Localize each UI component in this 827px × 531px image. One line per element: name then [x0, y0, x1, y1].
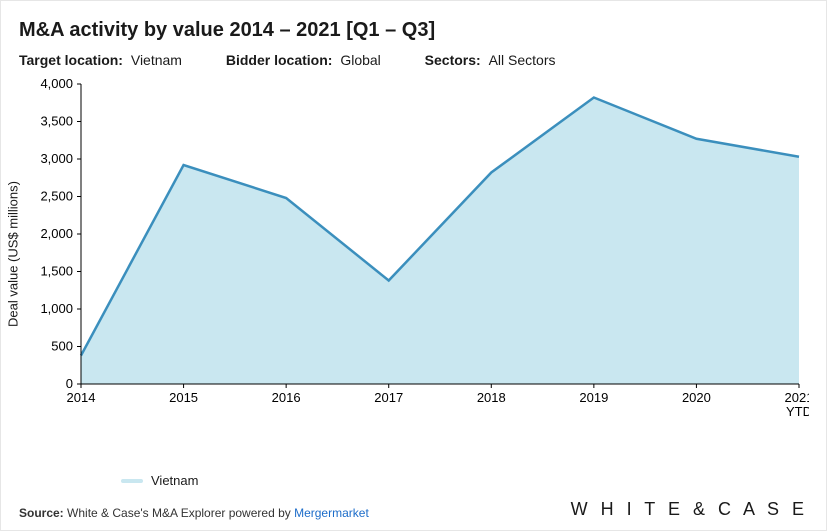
x-tick-label: 2016: [272, 390, 301, 405]
meta-bidder-label: Bidder location:: [226, 52, 333, 68]
source-label: Source:: [19, 506, 64, 520]
y-tick-label: 0: [66, 376, 73, 391]
meta-row: Target location: Vietnam Bidder location…: [19, 52, 808, 68]
legend-label: Vietnam: [151, 473, 198, 488]
meta-bidder: Bidder location: Global: [226, 52, 381, 68]
meta-sectors-value: All Sectors: [489, 52, 556, 68]
y-tick-label: 1,500: [40, 264, 73, 279]
legend: Vietnam: [121, 473, 198, 488]
y-tick-label: 500: [51, 339, 73, 354]
y-tick-label: 3,500: [40, 114, 73, 129]
series-area: [81, 98, 799, 385]
x-tick-label: 2019: [579, 390, 608, 405]
y-tick-label: 1,000: [40, 301, 73, 316]
meta-target: Target location: Vietnam: [19, 52, 182, 68]
meta-target-label: Target location:: [19, 52, 123, 68]
y-tick-label: 2,500: [40, 189, 73, 204]
meta-target-value: Vietnam: [131, 52, 182, 68]
x-tick-label: 2021YTD: [785, 390, 809, 419]
x-tick-label: 2017: [374, 390, 403, 405]
brand-logo: W H I T E & C A S E: [571, 499, 808, 520]
y-tick-label: 4,000: [40, 76, 73, 91]
x-tick-label: 2018: [477, 390, 506, 405]
chart-container: Deal value (US$ millions) 05001,0001,500…: [19, 74, 809, 434]
footer: Source: White & Case's M&A Explorer powe…: [19, 499, 808, 520]
chart-card: M&A activity by value 2014 – 2021 [Q1 – …: [0, 0, 827, 531]
meta-sectors-label: Sectors:: [425, 52, 481, 68]
x-tick-label: 2015: [169, 390, 198, 405]
page-title: M&A activity by value 2014 – 2021 [Q1 – …: [19, 19, 808, 42]
y-tick-label: 2,000: [40, 226, 73, 241]
legend-swatch: [121, 479, 143, 483]
area-chart: 0 500 1,000 1,500 2,000 2,500 3,000 3,500 4,000 2…: [19, 74, 809, 434]
source: Source: White & Case's M&A Explorer powe…: [19, 506, 369, 520]
source-text: White & Case's M&A Explorer powered by: [67, 506, 294, 520]
meta-bidder-value: Global: [340, 52, 380, 68]
source-link[interactable]: Mergermarket: [294, 506, 369, 520]
meta-sectors: Sectors: All Sectors: [425, 52, 556, 68]
x-tick-label: 2014: [67, 390, 96, 405]
y-tick-label: 3,000: [40, 151, 73, 166]
x-tick-label: 2020: [682, 390, 711, 405]
